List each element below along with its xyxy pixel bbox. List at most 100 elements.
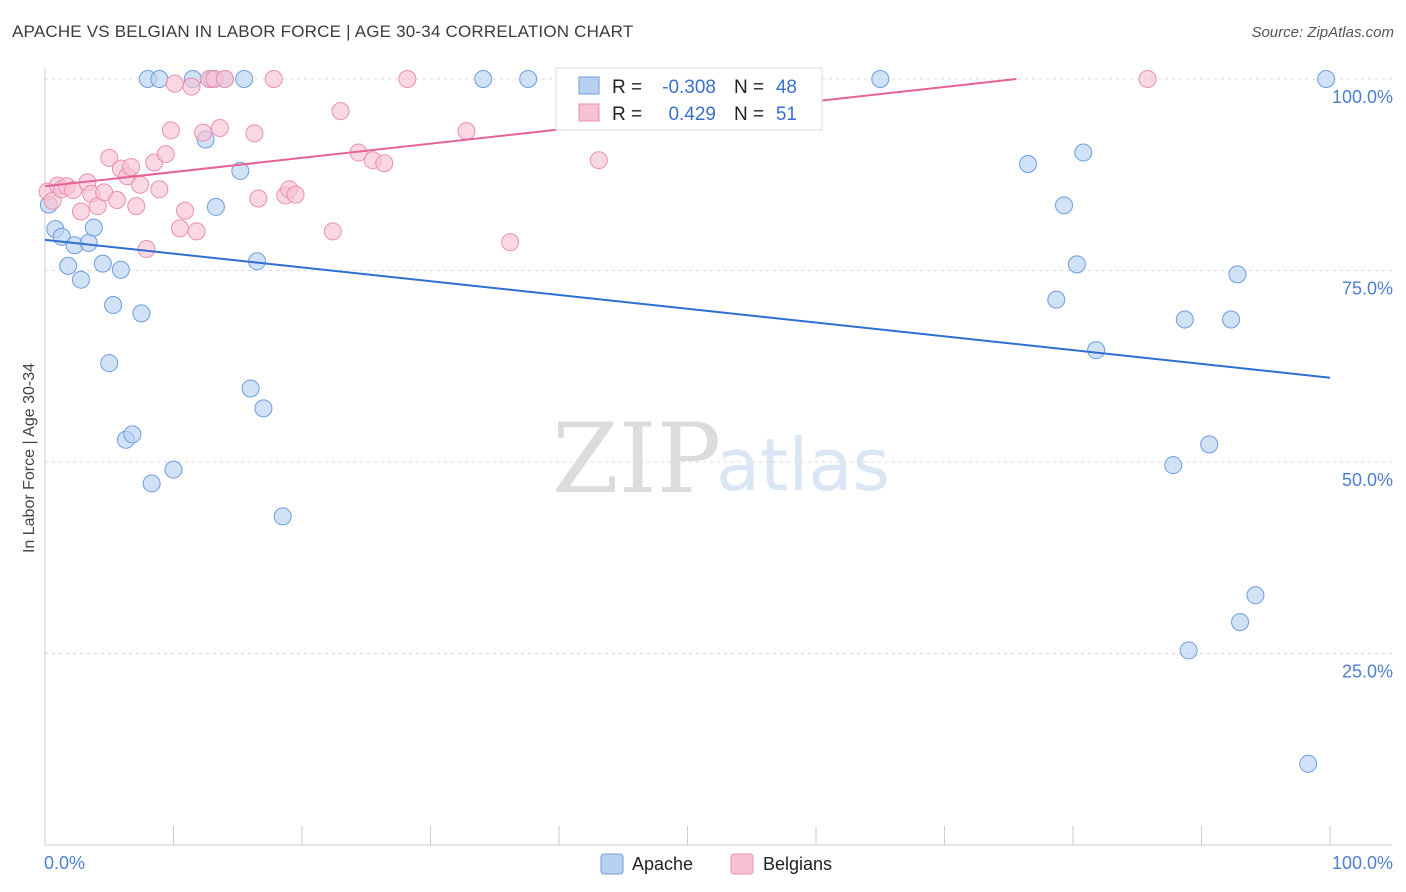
apache-point [1055,196,1074,215]
belgian-point [501,233,520,252]
belgian-point [331,102,350,121]
apache-point [84,218,103,237]
series-legend: Apache Belgians [600,853,832,875]
belgian-point [187,222,206,241]
apache-point [164,460,183,479]
y-tick-label-75: 75.0% [1342,279,1393,299]
belgian-point [131,175,150,194]
apache-point [1164,456,1183,475]
x-tick-label-100: 100.0% [1332,853,1393,873]
apache-point [1067,255,1086,274]
series-belgians [38,70,1157,259]
apache-point [1246,586,1265,605]
apache-point [1087,341,1106,360]
belgian-point [107,191,126,210]
bottom-legend-label-apache: Apache [632,854,693,874]
y-tick-label-100: 100.0% [1332,87,1393,107]
apache-point [100,354,119,373]
belgian-point [457,122,476,141]
stats-legend: R = -0.308 N = 48 R = 0.429 N = 51 [555,67,823,131]
belgian-point [286,185,305,204]
apache-point [1200,435,1219,454]
belgian-point [161,121,180,140]
apache-point [104,295,123,314]
apache-point [206,197,225,216]
belgian-point [249,189,268,208]
apache-point [111,260,130,279]
belgian-point [245,124,264,143]
apache-point [1019,155,1038,174]
belgian-point [122,158,141,177]
legend-r-value-apache: -0.308 [662,77,716,98]
legend-swatch-belgians [578,103,600,122]
trend-line-belgians [44,78,1017,188]
legend-n-label-apache: N = [734,77,764,98]
y-tick-label-50: 50.0% [1342,470,1393,490]
trend-line-apache [44,238,1331,379]
apache-point [1175,310,1194,329]
apache-point [871,70,890,88]
apache-point [519,70,538,88]
legend-n-value-belgians: 51 [776,104,797,125]
belgian-point [170,219,189,238]
y-axis-title: In Labor Force | Age 30-34 [21,363,38,553]
apache-point [150,70,169,88]
belgian-point [71,202,90,221]
apache-point [132,304,151,323]
x-tick-label-0: 0.0% [44,853,85,873]
watermark-zip: ZIP [552,403,721,515]
legend-n-label-belgians: N = [734,104,764,125]
apache-point [254,399,273,418]
apache-point [235,70,254,88]
chart-title: APACHE VS BELGIAN IN LABOR FORCE | AGE 3… [12,22,634,41]
belgian-point [589,151,608,170]
belgian-point [64,181,83,200]
apache-point [1179,641,1198,660]
belgian-point [100,148,119,167]
apache-point [1222,310,1241,329]
belgian-point [150,180,169,199]
belgian-point [176,201,195,220]
bottom-legend-swatch-belgians [730,853,754,875]
bottom-legend-swatch-apache [600,853,624,875]
bottom-legend-label-belgians: Belgians [763,854,832,874]
apache-point [59,256,78,275]
legend-n-value-apache: 48 [776,77,797,98]
apache-point [1074,143,1093,162]
legend-swatch-apache [578,76,600,95]
apache-point [273,507,292,526]
y-tick-label-25: 25.0% [1342,662,1393,682]
apache-point [241,379,260,398]
apache-point [231,161,250,180]
apache-point [142,474,161,493]
x-ticks [44,826,1331,845]
belgian-point [156,145,175,164]
legend-r-label-belgians: R = [612,104,642,125]
belgian-point [264,70,283,88]
belgian-point [323,222,342,241]
apache-point [71,270,90,289]
apache-point [1231,613,1250,632]
belgian-point [210,119,229,138]
belgian-point [194,123,213,142]
apache-point [1299,754,1318,773]
belgian-point [1138,70,1157,88]
legend-r-label-apache: R = [612,77,642,98]
apache-point [123,425,142,444]
apache-point [474,70,493,88]
watermark-atlas: atlas [716,423,890,507]
apache-point [1047,290,1066,309]
belgian-point [398,70,417,88]
belgian-point [215,70,234,88]
legend-r-value-belgians: 0.429 [668,104,716,125]
source-label: Source: ZipAtlas.com [1251,24,1394,41]
apache-point [93,254,112,273]
belgian-point [165,74,184,93]
apache-point [1228,265,1247,284]
belgian-point [182,77,201,96]
belgian-point [127,197,146,216]
apache-point [1317,70,1336,88]
belgian-point [375,154,394,173]
belgian-point [137,240,156,259]
